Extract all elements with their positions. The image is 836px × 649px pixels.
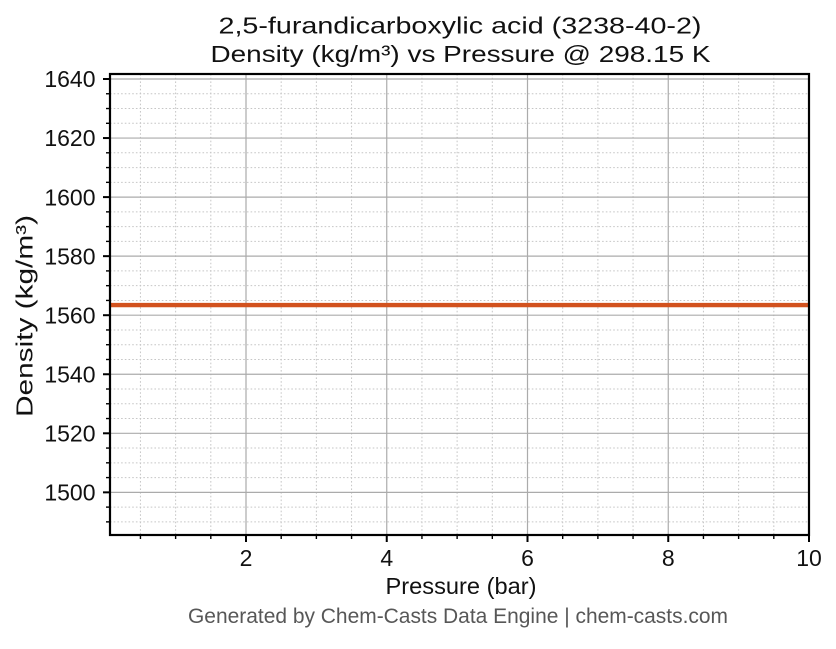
svg-text:10: 10 bbox=[796, 545, 822, 571]
svg-text:Density (kg/m³) vs Pressure @: Density (kg/m³) vs Pressure @ 298.15 K bbox=[211, 41, 712, 67]
svg-text:Pressure (bar): Pressure (bar) bbox=[386, 573, 537, 599]
svg-text:1640: 1640 bbox=[44, 66, 95, 92]
svg-text:4: 4 bbox=[380, 545, 393, 571]
svg-text:1560: 1560 bbox=[44, 302, 95, 328]
svg-text:2,5-furandicarboxylic acid (32: 2,5-furandicarboxylic acid (3238-40-2) bbox=[219, 13, 702, 39]
svg-text:8: 8 bbox=[662, 545, 675, 571]
svg-text:1500: 1500 bbox=[44, 480, 95, 506]
svg-text:1580: 1580 bbox=[44, 243, 95, 269]
svg-text:1600: 1600 bbox=[44, 184, 95, 210]
svg-text:Generated by Chem-Casts Data E: Generated by Chem-Casts Data Engine | ch… bbox=[188, 605, 728, 628]
svg-text:2: 2 bbox=[240, 545, 253, 571]
svg-text:1520: 1520 bbox=[44, 421, 95, 447]
svg-text:Density (kg/m³): Density (kg/m³) bbox=[12, 215, 38, 417]
svg-text:1620: 1620 bbox=[44, 125, 95, 151]
svg-text:6: 6 bbox=[521, 545, 534, 571]
svg-text:1540: 1540 bbox=[44, 361, 95, 387]
